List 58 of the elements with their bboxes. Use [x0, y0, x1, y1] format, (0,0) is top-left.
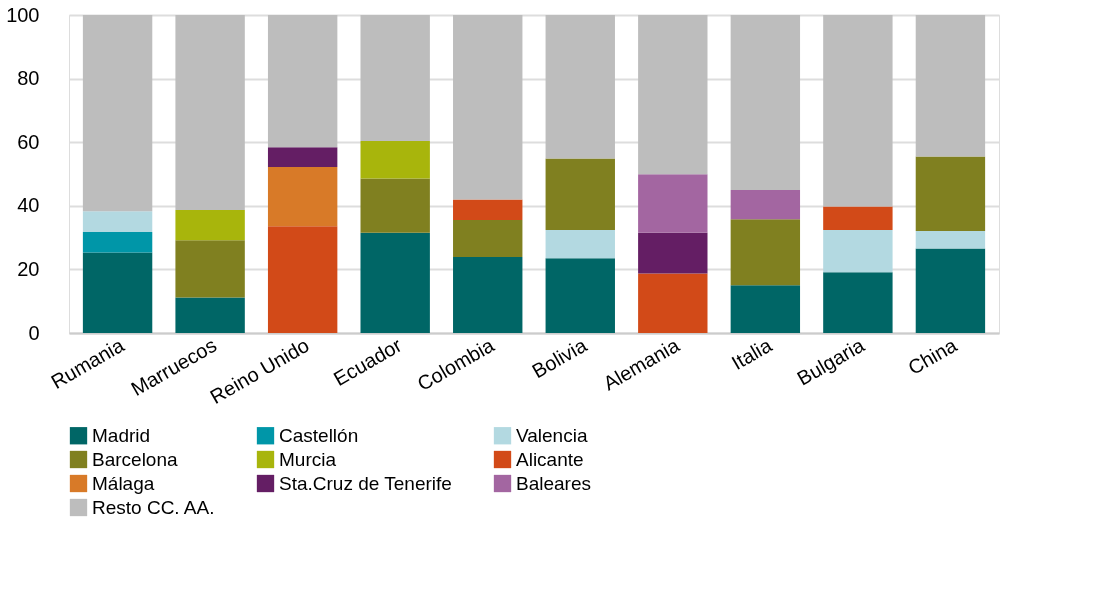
- legend-label: Baleares: [516, 472, 591, 494]
- bar: [267, 15, 338, 148]
- bar: [453, 199, 523, 221]
- y-tick-label: 20: [17, 257, 40, 280]
- bar: [638, 273, 708, 333]
- bar: [730, 285, 801, 333]
- legend-label: Valencia: [516, 424, 588, 446]
- bar: [638, 15, 708, 175]
- bar: [915, 230, 986, 249]
- bar: [545, 229, 615, 259]
- bar: [175, 209, 245, 241]
- x-tick-label: China: [904, 333, 962, 379]
- bar: [82, 252, 153, 333]
- bar: [453, 15, 523, 200]
- bar: [823, 206, 893, 230]
- bar: [638, 174, 708, 233]
- bar: [360, 232, 430, 333]
- legend-label: Castellón: [279, 424, 359, 446]
- bar: [82, 211, 153, 232]
- bar: [638, 232, 708, 274]
- legend-label: Murcia: [279, 448, 337, 470]
- bar: [545, 15, 615, 159]
- y-tick-label: 60: [17, 130, 40, 153]
- legend-label: Sta.Cruz de Tenerife: [279, 472, 452, 494]
- bar: [730, 189, 801, 220]
- bar: [82, 231, 153, 253]
- bar: [360, 178, 430, 233]
- legend-label: Málaga: [92, 472, 155, 494]
- bar: [453, 220, 523, 257]
- bar: [915, 156, 986, 231]
- legend-label: Alicante: [516, 448, 584, 470]
- bar: [545, 158, 615, 230]
- legend-label: Madrid: [92, 424, 151, 446]
- y-tick-label: 100: [6, 3, 40, 26]
- bar: [453, 257, 523, 333]
- bar: [175, 297, 245, 333]
- bar: [267, 147, 338, 167]
- bar: [545, 258, 615, 333]
- y-tick-label: 0: [28, 321, 40, 344]
- legend-label: Barcelona: [92, 448, 178, 470]
- bar: [360, 15, 430, 141]
- bar: [175, 15, 245, 210]
- bar: [730, 219, 801, 286]
- bar: [823, 15, 893, 207]
- bar: [823, 272, 893, 333]
- bar: [267, 226, 338, 333]
- bar: [915, 15, 986, 157]
- bar: [730, 15, 801, 190]
- y-tick-label: 40: [17, 194, 40, 217]
- bar: [915, 248, 986, 333]
- legend-label: Resto CC. AA.: [92, 496, 215, 518]
- bar: [823, 229, 893, 273]
- bar: [175, 240, 245, 298]
- x-tick-label: Italia: [727, 333, 777, 374]
- bar: [82, 15, 153, 212]
- bar: [267, 167, 338, 227]
- bar: [360, 140, 430, 179]
- y-tick-label: 80: [17, 67, 40, 90]
